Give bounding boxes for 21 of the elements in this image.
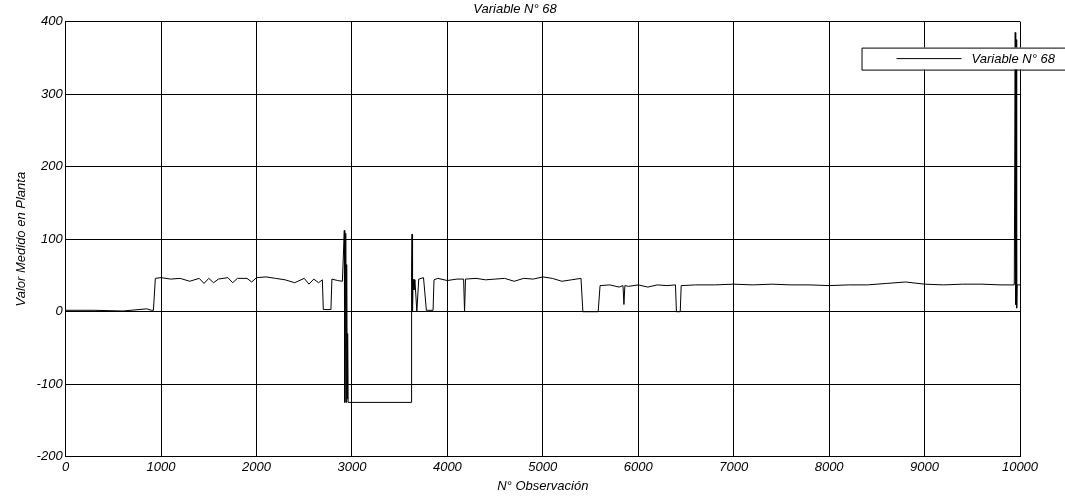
chart-title: Variable N° 68 xyxy=(473,1,558,17)
y-tick-label: 200 xyxy=(39,158,64,174)
x-tick-label: 1000 xyxy=(146,459,177,475)
x-tick-label: 7000 xyxy=(719,459,749,475)
y-tick-label: 400 xyxy=(40,13,64,29)
y-tick-label: 300 xyxy=(40,85,64,101)
x-tick-label: 2000 xyxy=(241,459,272,475)
x-tick-label: 6000 xyxy=(623,459,654,475)
y-tick-label: -200 xyxy=(36,448,64,464)
y-tick-label: 0 xyxy=(55,303,64,319)
x-tick-label: 4000 xyxy=(432,459,463,475)
x-tick-label: 5000 xyxy=(528,459,559,475)
x-tick-label: 10000 xyxy=(1001,459,1039,475)
y-axis-title: Valor Medido en Planta xyxy=(13,171,29,307)
x-axis-title: N° Observación xyxy=(497,477,589,493)
legend-label: Variable N° 68 xyxy=(971,51,1056,67)
x-tick-label: 3000 xyxy=(337,459,368,475)
y-tick-label: 100 xyxy=(40,230,64,246)
y-tick-label: -100 xyxy=(36,375,64,391)
x-tick-label: 9000 xyxy=(910,459,940,475)
x-tick-label: 8000 xyxy=(814,459,845,475)
